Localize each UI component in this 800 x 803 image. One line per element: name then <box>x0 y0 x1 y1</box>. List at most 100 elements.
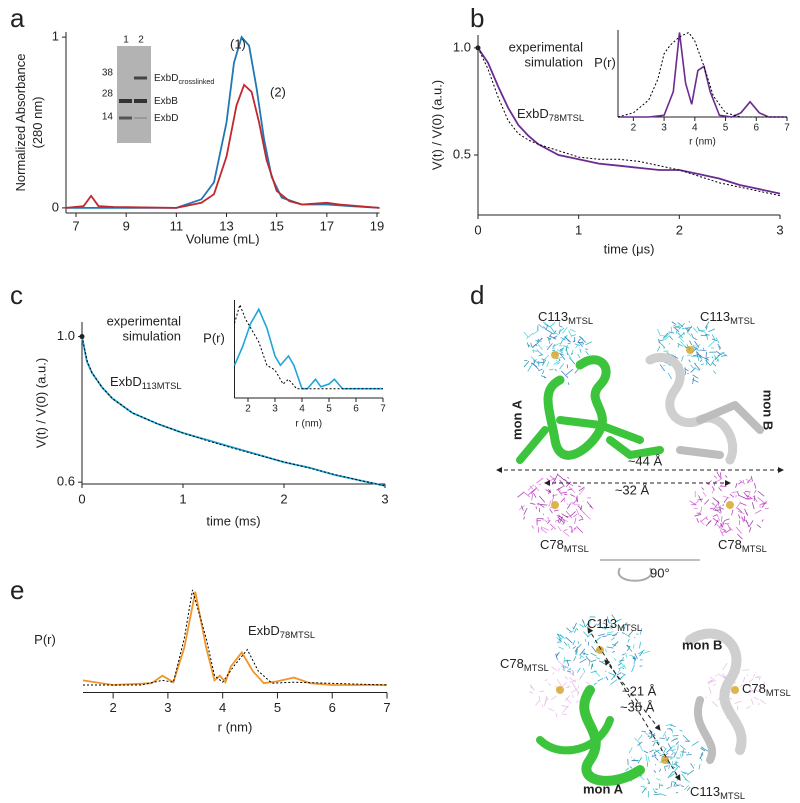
spin-label-conformer <box>694 363 701 371</box>
spin-label-conformer <box>666 736 670 741</box>
rotation-arrow <box>617 567 653 582</box>
spin-label-conformer <box>535 700 540 706</box>
spin-label-conformer <box>542 526 549 531</box>
spin-label-conformer <box>707 519 712 524</box>
spin-label-conformer <box>654 756 659 761</box>
spin-label-conformer <box>598 633 605 637</box>
y-axis-label: P(r) <box>34 632 56 647</box>
x-tick-label: 6 <box>353 404 359 415</box>
spin-label-conformer <box>720 529 724 537</box>
spin-label-conformer <box>549 335 557 340</box>
panel-letter: d <box>470 280 484 310</box>
spin-label-conformer <box>709 677 713 679</box>
spin-label-conformer <box>517 492 524 498</box>
spin-label-conformer <box>707 679 713 684</box>
spin-label-conformer <box>535 339 542 342</box>
spin-label-conformer <box>556 633 562 640</box>
spin-label-conformer <box>563 641 568 646</box>
subscript: crosslinked <box>178 77 214 86</box>
y-tick-label: 0.5 <box>453 146 471 161</box>
spin-label-conformer <box>540 503 547 506</box>
spin-label-conformer <box>561 513 569 519</box>
spin-label-conformer <box>714 508 721 514</box>
spin-label-conformer <box>557 633 563 638</box>
series-line <box>81 336 386 487</box>
spin-label-conformer <box>557 641 562 644</box>
spin-label-conformer <box>718 487 722 492</box>
spin-label-conformer <box>699 359 703 363</box>
spin-label-conformer <box>663 746 666 749</box>
legend-entry: experimental <box>509 39 584 54</box>
spin-label-conformer <box>538 324 544 329</box>
spin-label-conformer <box>693 327 698 333</box>
spin-label-conformer <box>570 494 575 497</box>
origin-dot <box>79 334 85 340</box>
spin-label-conformer <box>567 488 573 491</box>
x-tick-label: 2 <box>245 404 251 415</box>
spin-label-conformer <box>691 741 699 746</box>
spin-label-conformer <box>717 343 722 349</box>
spin-label-conformer <box>562 531 570 537</box>
spin-label-conformer <box>662 747 667 754</box>
spin-label-conformer <box>540 337 543 340</box>
spin-label-conformer <box>731 509 734 516</box>
spin-label-conformer <box>699 520 705 526</box>
spin-label-conformer <box>573 622 577 630</box>
spin-label-conformer <box>660 334 668 337</box>
spin-label-conformer <box>554 509 559 512</box>
x-tick-label: 5 <box>326 404 332 415</box>
subscript: MTSL <box>766 688 791 698</box>
x-tick-label: 2 <box>280 491 287 506</box>
spin-label-conformer <box>581 341 585 345</box>
spin-label-conformer <box>547 329 554 335</box>
x-tick-label: 9 <box>123 218 130 233</box>
spin-label-conformer <box>579 515 584 519</box>
spin-label-conformer <box>552 672 555 675</box>
spin-label-conformer <box>697 510 702 516</box>
spin-label-conformer <box>657 345 661 352</box>
structure-art <box>496 320 784 798</box>
spin-label-conformer <box>699 354 704 358</box>
spin-label-conformer <box>711 334 715 340</box>
spin-label-conformer <box>723 496 729 503</box>
spin-label-conformer <box>649 749 654 753</box>
spin-label-conformer <box>610 679 618 685</box>
spin-label-conformer <box>554 368 557 372</box>
spin-label-conformer <box>559 347 565 351</box>
spin-label-conformer <box>662 364 666 367</box>
spin-label-conformer <box>611 634 617 636</box>
x-tick-label: 5 <box>274 700 281 715</box>
spin-label-conformer <box>750 475 753 482</box>
spin-label-conformer <box>690 333 694 338</box>
spin-label-conformer <box>583 512 591 520</box>
spin-label-conformer <box>704 499 710 505</box>
spin-label-conformer <box>658 339 664 342</box>
spin-label-conformer <box>577 341 583 348</box>
spin-label-conformer <box>552 336 557 339</box>
spin-label-conformer <box>593 682 597 686</box>
spin-label-conformer <box>739 684 746 687</box>
spin-label-conformer <box>694 344 701 349</box>
spin-label-conformer <box>542 513 545 515</box>
subscript: MTSL <box>524 663 549 673</box>
x-axis-label: r (nm) <box>295 419 322 430</box>
spin-label-conformer <box>583 620 586 627</box>
legend-entry: simulation <box>122 328 181 343</box>
spin-label-conformer <box>530 684 535 691</box>
spin-label-conformer <box>719 506 724 510</box>
spin-label-conformer <box>716 471 721 478</box>
panel-letter: c <box>10 280 23 310</box>
spin-label-conformer <box>532 329 540 335</box>
spin-label-conformer <box>571 694 574 698</box>
spin-label-conformer <box>694 362 696 365</box>
spin-label-conformer <box>534 485 540 492</box>
spin-label-conformer <box>667 372 672 380</box>
monomer-label: mon A <box>509 399 524 440</box>
x-axis-label: r (nm) <box>689 137 716 148</box>
spin-label-conformer <box>633 758 636 761</box>
residue-label: C113MTSL <box>587 616 642 633</box>
spin-label-conformer <box>586 501 593 508</box>
spin-label-conformer <box>718 345 721 351</box>
spin-label-conformer <box>604 677 606 679</box>
x-tick-label: 7 <box>383 700 390 715</box>
